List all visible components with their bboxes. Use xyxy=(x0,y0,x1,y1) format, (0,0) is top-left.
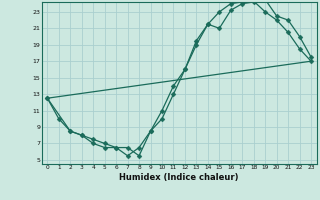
X-axis label: Humidex (Indice chaleur): Humidex (Indice chaleur) xyxy=(119,173,239,182)
